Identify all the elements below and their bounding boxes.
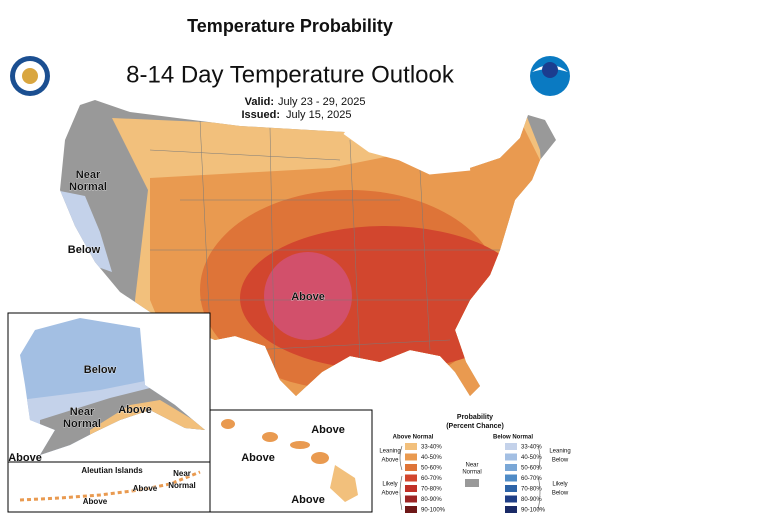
legend-swatch: [405, 474, 417, 482]
legend-swatch: [505, 474, 517, 482]
legend-swatch: [505, 443, 517, 450]
legend-swatch: [505, 453, 517, 461]
alaska-label: Below: [84, 364, 117, 376]
legend-text: Above Normal: [393, 435, 434, 441]
map-title: 8-14 Day Temperature Outlook: [126, 61, 455, 88]
legend-text: 70-80%: [421, 487, 442, 493]
hawaii-label: Above: [291, 494, 325, 506]
aleutian-title: Aleutian Islands: [81, 466, 143, 475]
legend-text: 33-40%: [521, 445, 542, 451]
conus-label: Below: [68, 244, 101, 256]
conus: [60, 100, 556, 396]
alaska-label: Above: [8, 452, 42, 464]
legend-text: 80-90%: [521, 497, 542, 503]
legend-brace: [537, 445, 541, 471]
legend-text: 60-70%: [521, 476, 542, 482]
conus-label: Near: [76, 169, 101, 181]
aleutian-inset: [7, 461, 211, 513]
seal-left: [10, 56, 50, 96]
legend-group: Leaning: [379, 449, 400, 455]
legend-text: 40-50%: [421, 455, 442, 461]
legend-brace: [399, 475, 403, 511]
legend-swatch: [405, 464, 417, 471]
legend-group: Likely: [552, 482, 567, 488]
noaa-logo: [530, 56, 570, 96]
legend-swatch: [505, 464, 517, 471]
legend-near: Near: [465, 463, 478, 469]
legend-text: 40-50%: [521, 455, 542, 461]
legend-swatch: [405, 506, 417, 513]
hawaii: [221, 419, 358, 502]
aleutian-label: Near: [173, 469, 191, 478]
legend-text: 80-90%: [421, 497, 442, 503]
legend-near: Normal: [462, 470, 481, 476]
hawaii-label: Above: [241, 452, 275, 464]
aleutian-label: Normal: [168, 481, 196, 490]
legend-text: 33-40%: [421, 445, 442, 451]
legend-group: Below: [552, 491, 569, 497]
alaska-label: Near: [70, 406, 95, 418]
valid-label: Valid:: [245, 96, 274, 108]
valid-dates: July 23 - 29, 2025: [278, 96, 365, 108]
legend-swatch: [505, 485, 517, 492]
legend-group: Above: [381, 458, 399, 464]
legend-text: 50-60%: [421, 466, 442, 472]
conus-label: Normal: [69, 181, 107, 193]
legend-text: Below Normal: [493, 435, 533, 441]
legend-brace: [537, 475, 541, 511]
legend-group: Likely: [382, 482, 397, 488]
header-title: Temperature Probability: [187, 16, 393, 36]
legend-swatch: [405, 495, 417, 503]
legend-text: 90-100%: [521, 508, 546, 514]
conus-label: Above: [291, 291, 325, 303]
alaska-label: Normal: [63, 418, 101, 430]
legend-text: (Percent Chance): [446, 423, 504, 430]
legend-group: Leaning: [549, 449, 570, 455]
legend-group: Below: [552, 458, 569, 464]
legend-swatch: [405, 443, 417, 450]
legend-text: Probability: [457, 414, 493, 421]
legend-text: 90-100%: [421, 508, 446, 514]
legend-swatch: [405, 485, 417, 492]
hawaii-label: Above: [311, 424, 345, 436]
aleutian-label: Above: [133, 484, 158, 493]
legend-swatch: [505, 506, 517, 513]
legend-text: 60-70%: [421, 476, 442, 482]
legend-brace: [399, 445, 403, 471]
legend-group: Above: [381, 491, 399, 497]
legend-swatch: [405, 453, 417, 461]
alaska-label: Above: [118, 404, 152, 416]
aleutian-label: Above: [83, 497, 108, 506]
issued-date: July 15, 2025: [286, 109, 351, 121]
issued-label: Issued:: [241, 109, 280, 121]
legend-swatch: [465, 479, 479, 487]
legend-swatch: [505, 495, 517, 503]
legend-text: 50-60%: [521, 466, 542, 472]
legend-text: 70-80%: [521, 487, 542, 493]
